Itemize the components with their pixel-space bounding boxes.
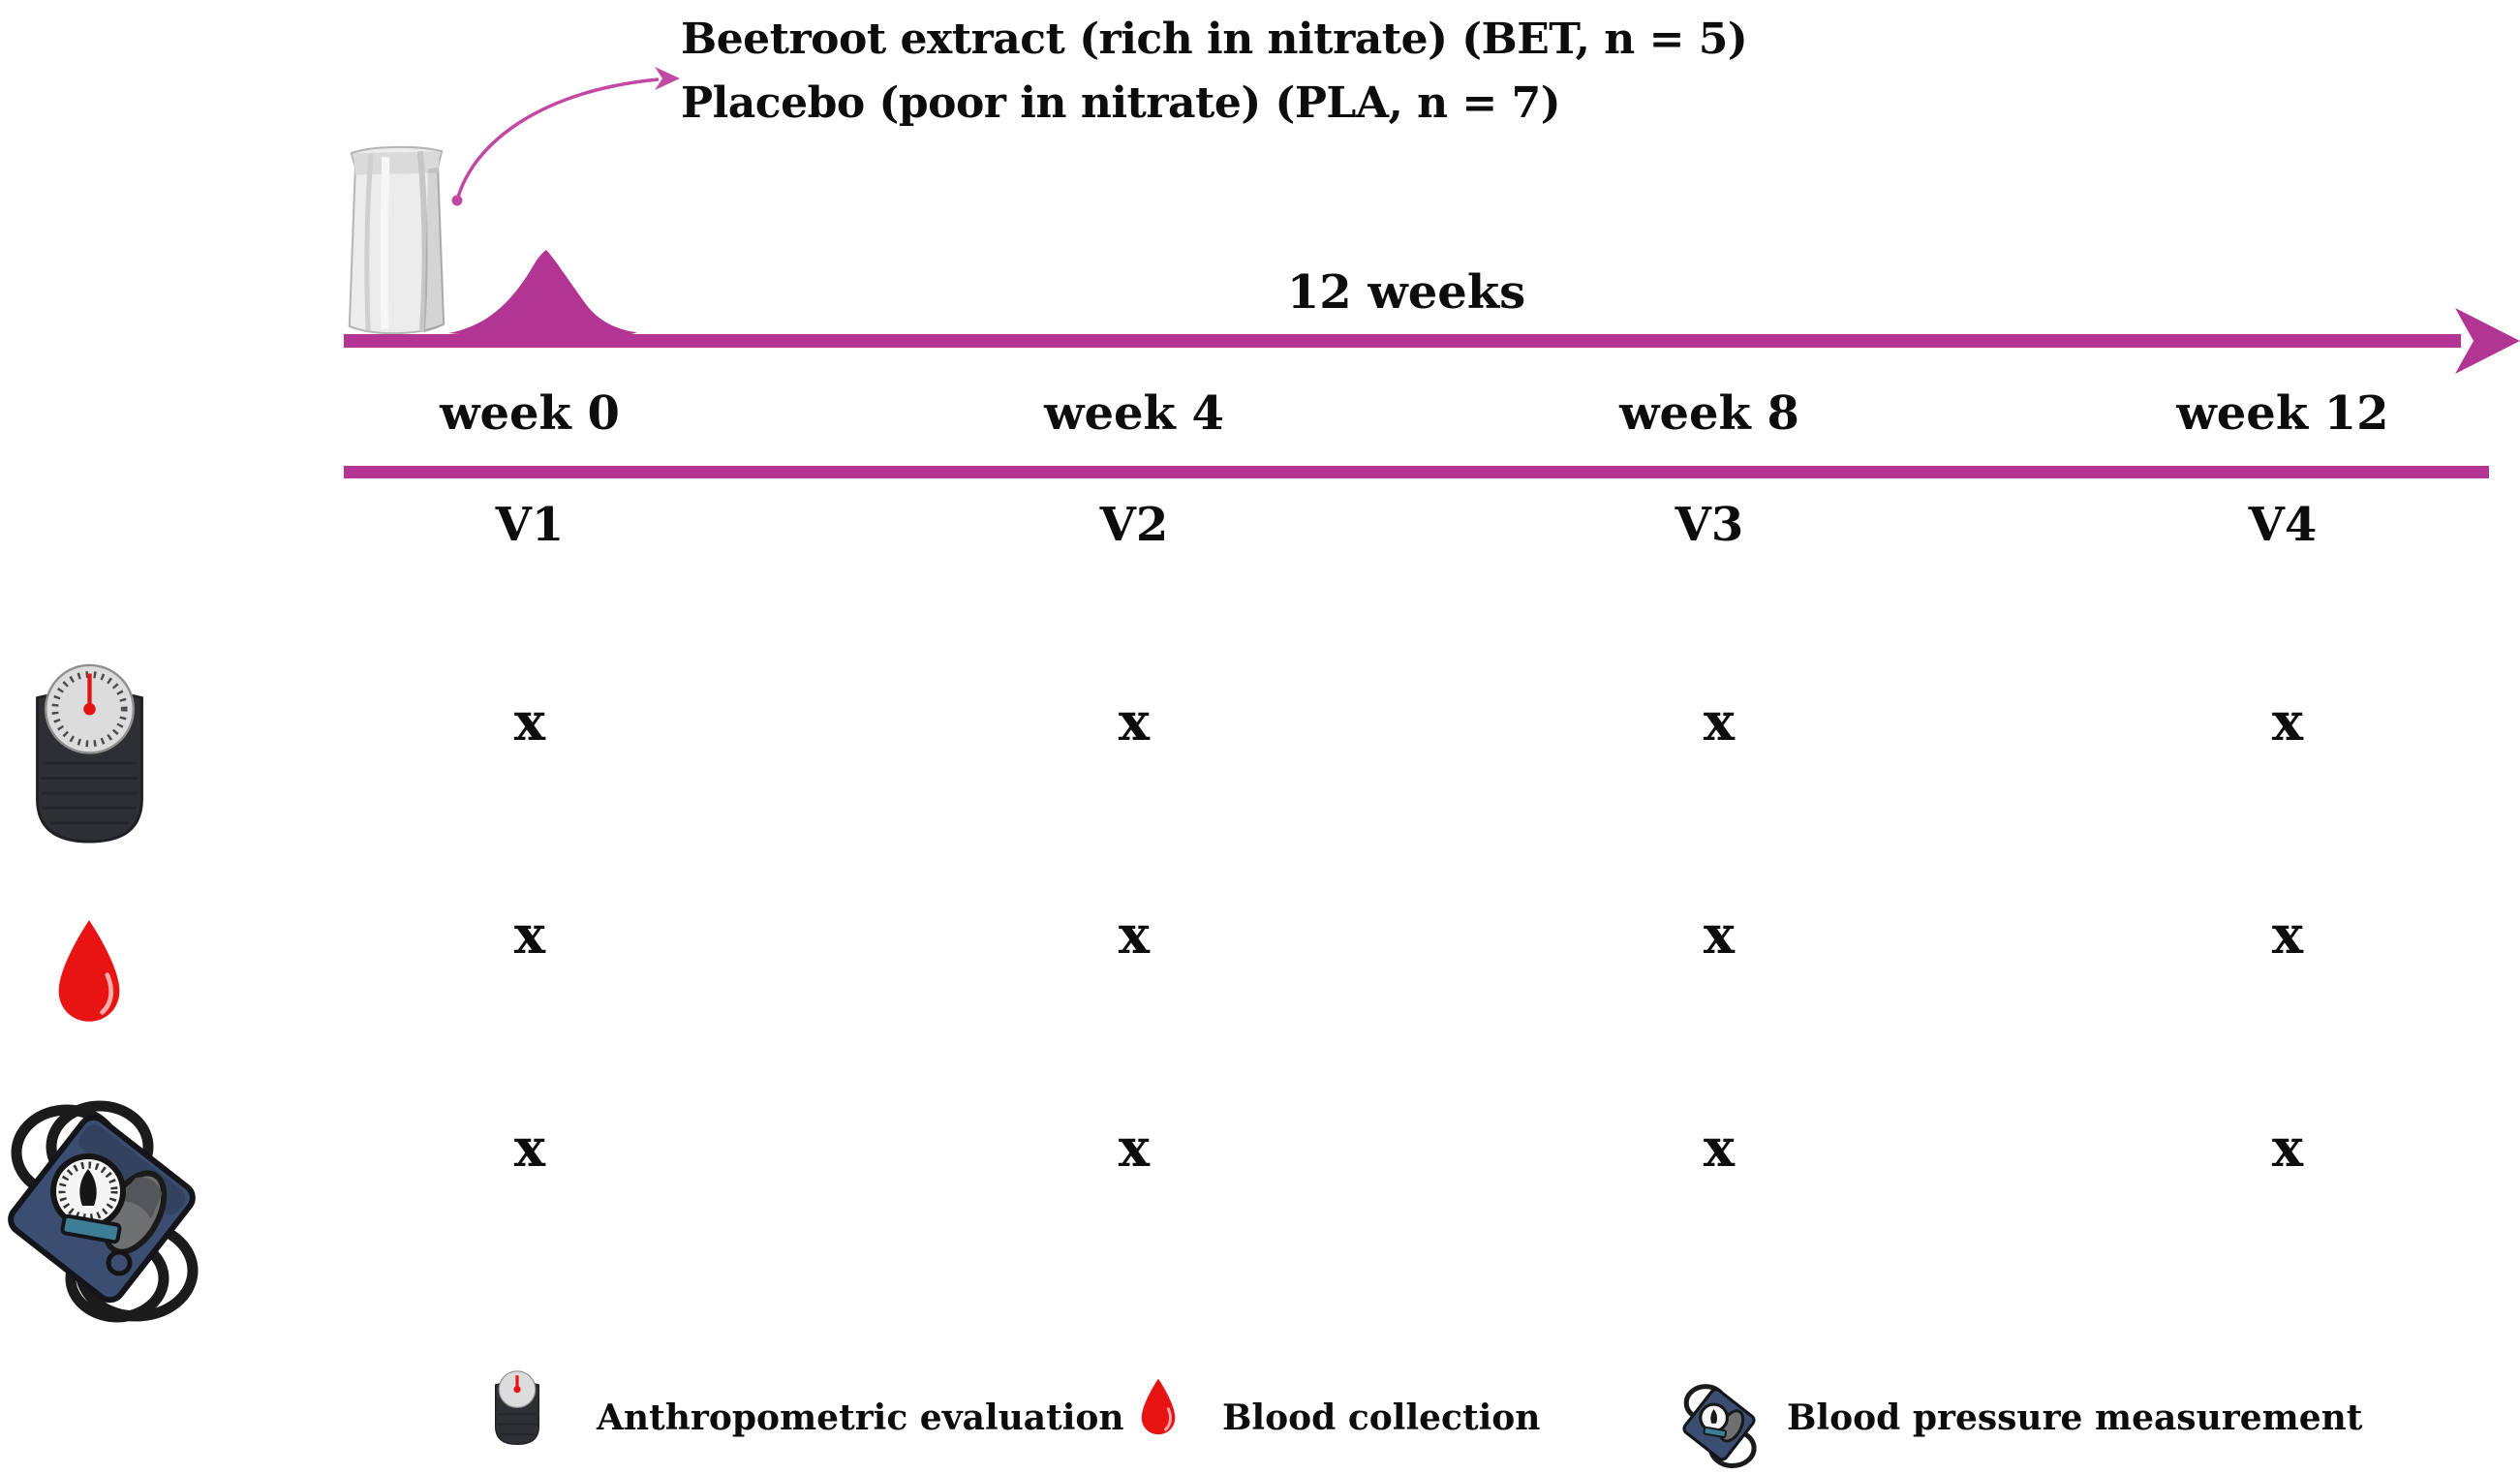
assessment-mark: x — [1118, 691, 1151, 752]
assessment-mark: x — [1703, 1117, 1736, 1179]
weight-scale-icon — [489, 1368, 545, 1446]
assessment-mark: x — [1118, 1117, 1151, 1179]
intervention-line-pla: Placebo (poor in nitrate) (PLA, n = 7) — [681, 78, 1561, 128]
week-label-4: week 4 — [1044, 386, 1224, 441]
annotation-arrow-icon — [426, 53, 688, 213]
timeline-rule — [344, 466, 2489, 478]
visit-label-v1: V1 — [495, 498, 565, 552]
week-label-12: week 12 — [2176, 386, 2389, 441]
assessment-mark: x — [1703, 904, 1736, 966]
blood-pressure-cuff-icon — [1677, 1379, 1761, 1472]
blood-pressure-cuff-icon — [5, 1090, 199, 1333]
week-label-8: week 8 — [1619, 386, 1799, 441]
visit-label-v3: V3 — [1675, 498, 1744, 552]
legend-label-blood-collection: Blood collection — [1222, 1397, 1541, 1438]
assessment-mark: x — [2271, 691, 2304, 752]
timeline-arrow — [344, 302, 2520, 380]
assessment-mark: x — [1118, 904, 1151, 966]
intervention-labels: Beetroot extract (rich in nitrate) (BET,… — [681, 8, 1748, 136]
assessment-mark: x — [513, 691, 546, 752]
blood-drop-icon — [48, 916, 130, 1028]
visit-label-v2: V2 — [1099, 498, 1169, 552]
assessment-mark: x — [513, 1117, 546, 1179]
week-label-0: week 0 — [440, 386, 620, 441]
blood-drop-icon — [1136, 1375, 1181, 1439]
legend-label-anthropometric: Anthropometric evaluation — [597, 1397, 1124, 1438]
visit-label-v4: V4 — [2248, 498, 2318, 552]
assessment-mark: x — [2271, 1117, 2304, 1179]
duration-label: 12 weeks — [1286, 265, 1526, 320]
assessment-mark: x — [2271, 904, 2304, 966]
assessment-mark: x — [513, 904, 546, 966]
assessment-mark: x — [1703, 691, 1736, 752]
legend-label-blood-pressure: Blood pressure measurement — [1787, 1397, 2363, 1438]
weight-scale-icon — [24, 657, 155, 847]
intervention-line-bet: Beetroot extract (rich in nitrate) (BET,… — [681, 15, 1748, 64]
powder-pouch-icon — [341, 138, 452, 339]
